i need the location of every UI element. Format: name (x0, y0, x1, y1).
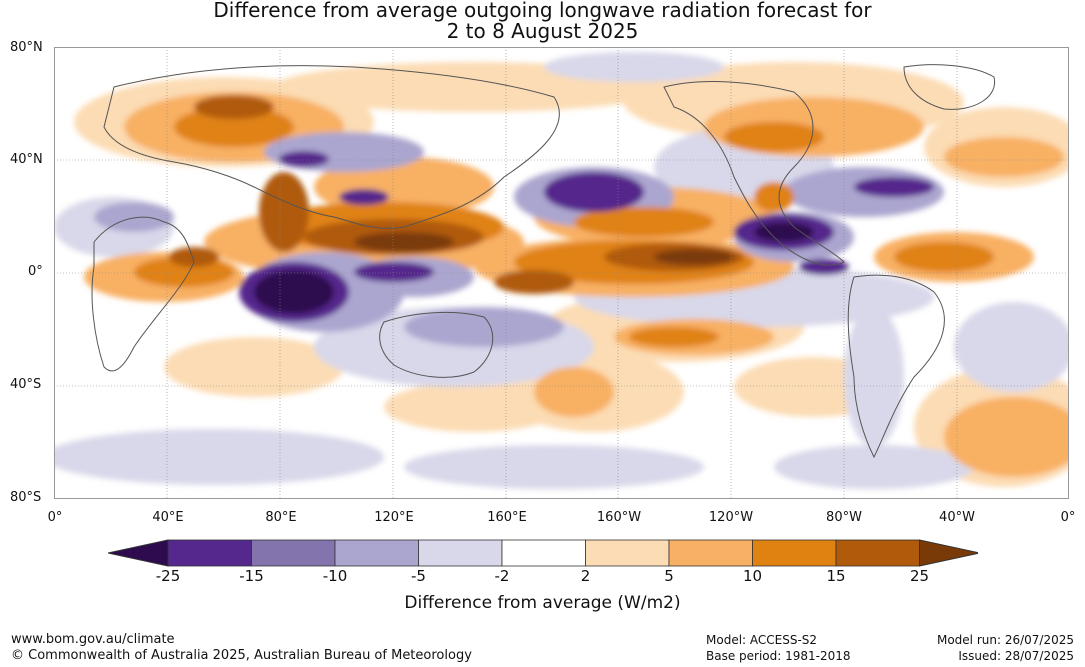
lon-label-0: 0° (47, 510, 63, 525)
colorbar-tick-label: 2 (580, 567, 591, 585)
colorbar-tick-label: 5 (664, 567, 674, 585)
lat-label-40n: 40°N (10, 152, 43, 167)
colorbar-title: Difference from average (W/m2) (404, 593, 681, 613)
colorbar-tick-label: -5 (411, 567, 426, 585)
lat-label-eq: 0° (28, 264, 43, 279)
lon-label-80e: 80°E (265, 510, 297, 525)
footer-model-run: Model run: 26/07/2025 (936, 633, 1074, 647)
olr-anomaly-map (44, 47, 1085, 499)
coastlines (91, 64, 996, 459)
colorbar (107, 538, 980, 572)
colorbar-extend-low (107, 539, 169, 567)
footer-base-period: Base period: 1981-2018 (706, 649, 851, 663)
map-canvas (44, 47, 1085, 499)
gridlines (54, 47, 1069, 499)
colorbar-tick-label: 25 (909, 567, 930, 585)
lon-label-160w: 160°W (596, 510, 642, 525)
colorbar-segment (418, 539, 503, 567)
colorbar-svg (107, 539, 980, 567)
colorbar-segment (251, 539, 336, 567)
lon-label-80w: 80°W (826, 510, 862, 525)
lat-label-80n: 80°N (10, 40, 43, 55)
footer-url[interactable]: www.bom.gov.au/climate (11, 632, 175, 647)
colorbar-segment (167, 539, 252, 567)
colorbar-tick-label: -15 (239, 567, 264, 585)
colorbar-segment (585, 539, 670, 567)
colorbar-extend-high (919, 539, 980, 567)
lon-label-160e: 160°E (487, 510, 527, 525)
colorbar-tick-label: -10 (322, 567, 348, 585)
lat-label-40s: 40°S (10, 377, 42, 392)
colorbar-segment (752, 539, 837, 567)
map-title-line2: 2 to 8 August 2025 (446, 19, 639, 43)
lon-label-0-end: 0° (1060, 510, 1076, 525)
colorbar-segment (334, 539, 419, 567)
lat-label-80s: 80°S (10, 490, 42, 505)
lon-label-40w: 40°W (939, 510, 975, 525)
colorbar-segment (835, 539, 920, 567)
lon-label-120w: 120°W (708, 510, 754, 525)
lon-label-120e: 120°E (374, 510, 414, 525)
colorbar-tick-label: -25 (155, 567, 181, 585)
colorbar-tick-label: -2 (494, 567, 510, 585)
colorbar-tick-label: 15 (826, 567, 846, 585)
footer-copyright: © Commonwealth of Australia 2025, Austra… (11, 648, 472, 663)
colorbar-segment (668, 539, 753, 567)
map-title-line1: Difference from average outgoing longwav… (213, 0, 872, 22)
footer-issued: Issued: 28/07/2025 (958, 649, 1074, 663)
footer-model: Model: ACCESS-S2 (706, 633, 818, 647)
colorbar-tick-label: 10 (742, 567, 763, 585)
colorbar-segment (501, 539, 586, 567)
lon-label-40e: 40°E (152, 510, 184, 525)
